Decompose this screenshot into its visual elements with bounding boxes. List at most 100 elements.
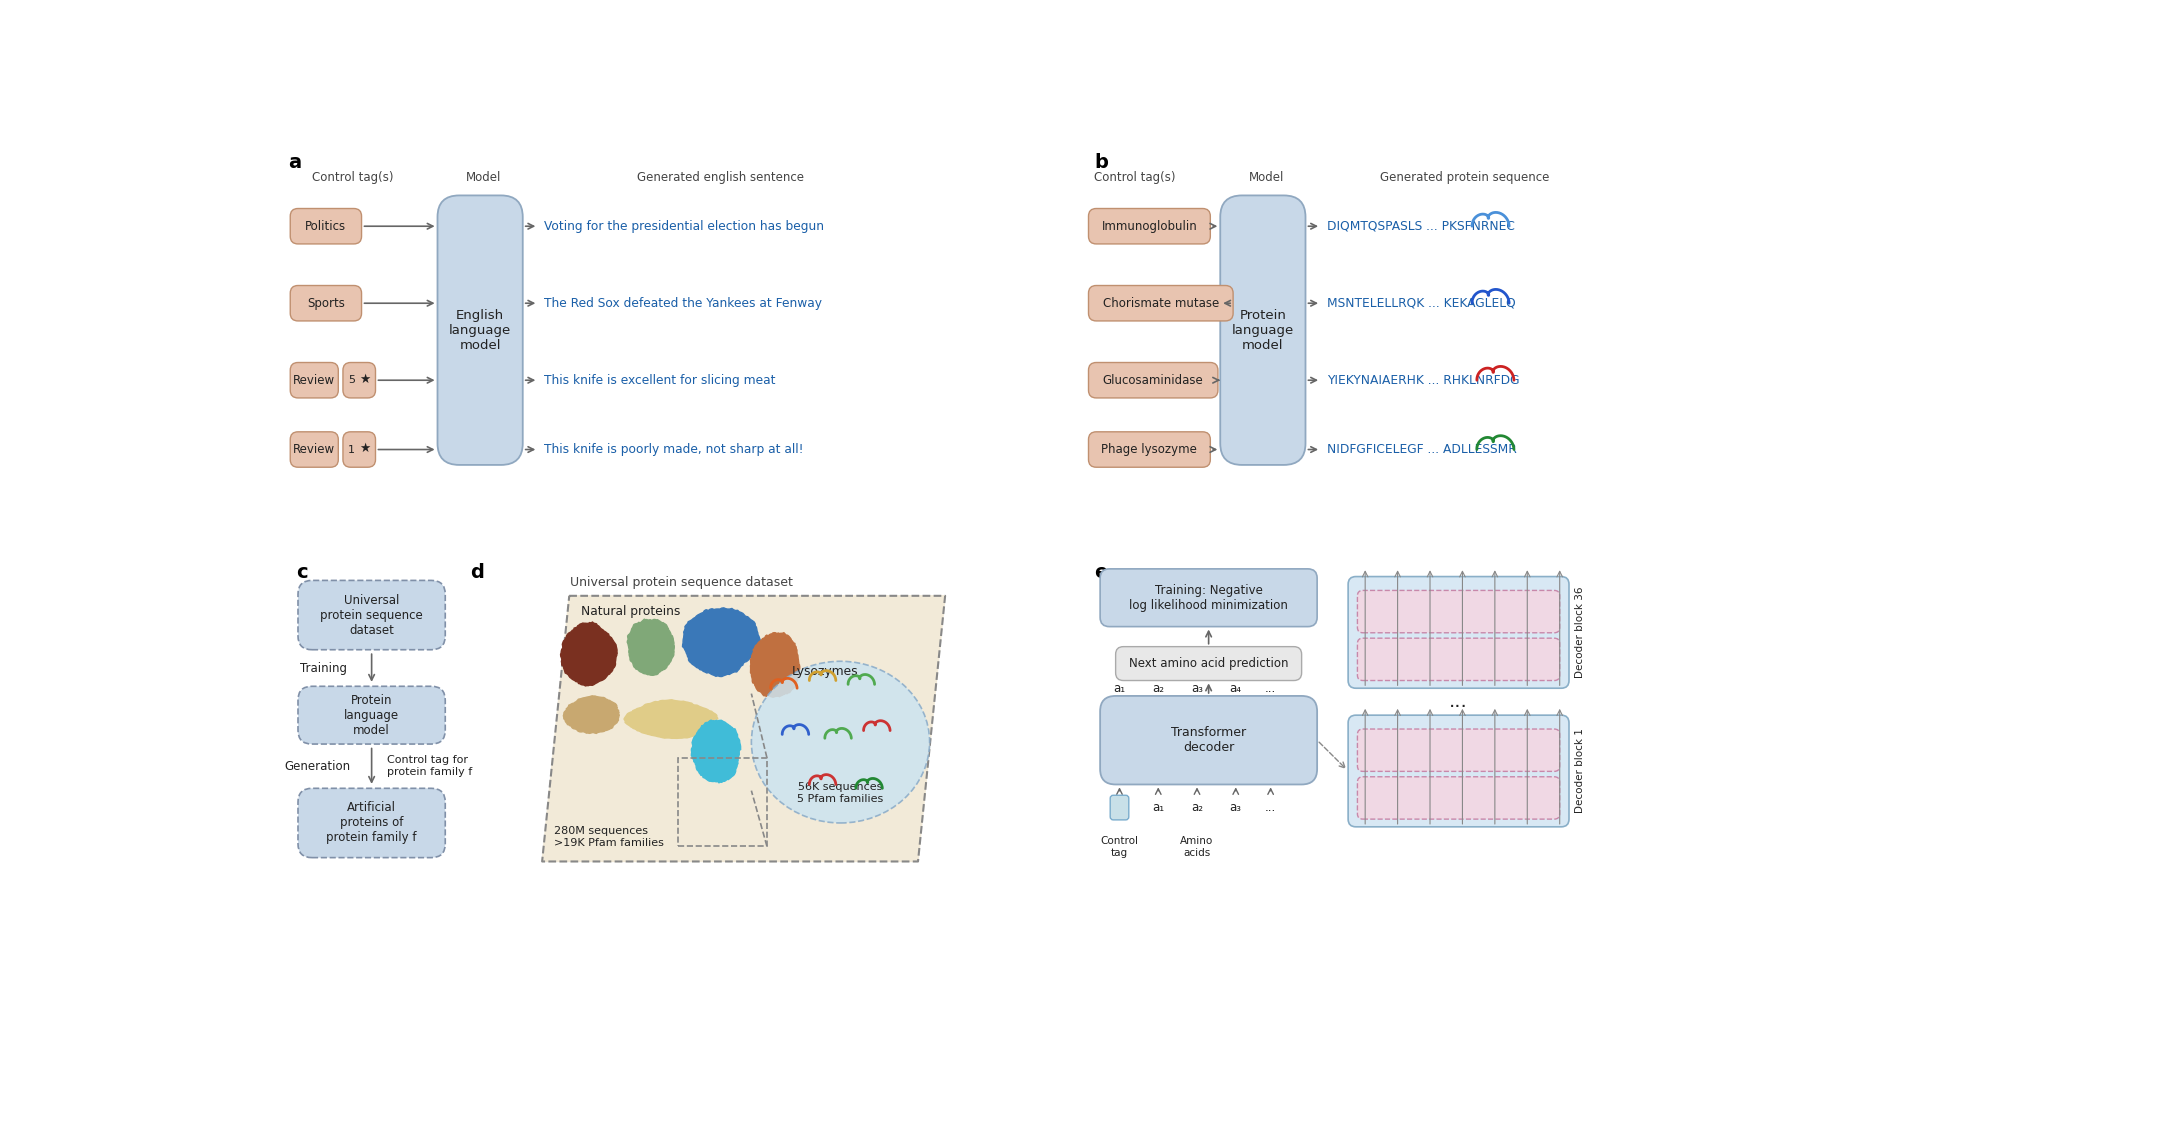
Text: Feed forward block: Feed forward block [1409,607,1508,617]
Text: Multi-head self-attention: Multi-head self-attention [1396,793,1523,803]
Text: Artificial
proteins of
protein family f: Artificial proteins of protein family f [327,802,416,845]
Text: Transformer
decoder: Transformer decoder [1170,726,1246,755]
Text: English
language
model: English language model [449,309,511,352]
Text: a₁: a₁ [1114,681,1125,695]
FancyBboxPatch shape [1357,729,1560,772]
Text: Control tag(s): Control tag(s) [1094,170,1177,184]
Text: c: c [295,564,308,582]
Text: a₃: a₃ [1192,681,1203,695]
Text: Multi-head self-attention: Multi-head self-attention [1396,654,1523,664]
Text: d: d [470,564,483,582]
Polygon shape [542,596,945,862]
Text: Protein
language
model: Protein language model [345,694,399,737]
Text: Generated protein sequence: Generated protein sequence [1380,170,1549,184]
FancyBboxPatch shape [1348,576,1569,688]
Text: Voting for the presidential election has begun: Voting for the presidential election has… [544,220,823,232]
Text: Generated english sentence: Generated english sentence [637,170,804,184]
Text: ★: ★ [360,442,371,456]
Polygon shape [563,696,620,733]
Text: 5: 5 [349,376,355,386]
Polygon shape [750,633,800,697]
Text: ...: ... [1266,801,1276,814]
Text: This knife is excellent for slicing meat: This knife is excellent for slicing meat [544,373,776,387]
FancyBboxPatch shape [290,362,338,398]
Text: Control tag(s): Control tag(s) [312,170,392,184]
Text: Chorismate mutase: Chorismate mutase [1103,297,1218,310]
Text: NIDFGFICELEGF ... ADLLESSMR: NIDFGFICELEGF ... ADLLESSMR [1326,443,1517,456]
Text: 280M sequences
>19K Pfam families: 280M sequences >19K Pfam families [555,826,663,847]
Text: b: b [1094,153,1107,173]
FancyBboxPatch shape [342,432,375,467]
Text: Universal
protein sequence
dataset: Universal protein sequence dataset [321,593,423,636]
Text: Natural proteins: Natural proteins [581,605,680,618]
Text: DIQMTQSPASLS ... PKSFNRNEC: DIQMTQSPASLS ... PKSFNRNEC [1326,220,1515,232]
FancyBboxPatch shape [299,788,444,857]
FancyBboxPatch shape [299,686,444,744]
FancyBboxPatch shape [1088,209,1211,244]
Text: e: e [1094,564,1107,582]
Text: MSNTELELLRQK ... KEKAGLELQ: MSNTELELLRQK ... KEKAGLELQ [1326,297,1517,310]
Text: 56K sequences
5 Pfam families: 56K sequences 5 Pfam families [797,782,884,804]
FancyBboxPatch shape [1357,590,1560,633]
Polygon shape [626,619,674,676]
FancyBboxPatch shape [1348,715,1569,827]
Text: Politics: Politics [306,220,347,232]
Text: a₁: a₁ [1153,801,1164,814]
FancyBboxPatch shape [1116,646,1302,680]
Text: Phage lysozyme: Phage lysozyme [1101,443,1198,456]
Text: Training: Training [299,661,347,675]
Text: Training: Negative
log likelihood minimization: Training: Negative log likelihood minimi… [1129,584,1287,611]
Text: Review: Review [293,443,336,456]
Text: The Red Sox defeated the Yankees at Fenway: The Red Sox defeated the Yankees at Fenw… [544,297,823,310]
Text: Decoder block 1: Decoder block 1 [1575,729,1586,813]
FancyBboxPatch shape [290,209,362,244]
FancyBboxPatch shape [1101,696,1318,784]
FancyBboxPatch shape [1101,569,1318,627]
FancyBboxPatch shape [290,432,338,467]
Text: Next amino acid prediction: Next amino acid prediction [1129,658,1289,670]
Ellipse shape [752,661,930,823]
Text: Protein
language
model: Protein language model [1231,309,1294,352]
Text: Universal protein sequence dataset: Universal protein sequence dataset [570,575,793,589]
Text: ...: ... [1450,693,1467,711]
FancyBboxPatch shape [1088,362,1218,398]
Text: Model: Model [466,170,503,184]
Text: a₂: a₂ [1153,681,1164,695]
Text: a: a [288,153,301,173]
Text: 1: 1 [349,444,355,455]
FancyBboxPatch shape [1220,195,1305,465]
FancyBboxPatch shape [1357,638,1560,680]
FancyBboxPatch shape [290,285,362,321]
Polygon shape [683,608,761,677]
FancyBboxPatch shape [342,362,375,398]
FancyBboxPatch shape [1357,777,1560,819]
Text: Generation: Generation [284,759,351,773]
Text: ★: ★ [360,373,371,386]
Text: Decoder block 36: Decoder block 36 [1575,587,1586,678]
Text: Immunoglobulin: Immunoglobulin [1101,220,1198,232]
Text: c: c [1116,801,1123,814]
FancyBboxPatch shape [299,581,444,650]
Text: Amino
acids: Amino acids [1181,836,1214,857]
Text: a₃: a₃ [1229,801,1242,814]
FancyBboxPatch shape [1088,432,1211,467]
Text: Sports: Sports [308,297,345,310]
FancyBboxPatch shape [438,195,522,465]
Text: ...: ... [1266,681,1276,695]
Text: Glucosaminidase: Glucosaminidase [1103,373,1203,387]
Text: Lysozymes: Lysozymes [791,666,858,678]
Text: a₂: a₂ [1192,801,1203,814]
Polygon shape [691,720,741,783]
Text: Control
tag: Control tag [1101,836,1138,857]
Text: Feed forward block: Feed forward block [1409,746,1508,756]
Text: Control tag for
protein family f: Control tag for protein family f [388,756,472,777]
Text: YIEKYNAIAERHK ... RHKLNRFDG: YIEKYNAIAERHK ... RHKLNRFDG [1326,373,1519,387]
Text: Review: Review [293,373,336,387]
FancyBboxPatch shape [1110,795,1129,820]
Text: Model: Model [1248,170,1285,184]
Polygon shape [624,699,717,739]
FancyBboxPatch shape [1088,285,1233,321]
Polygon shape [561,622,618,686]
Text: a₄: a₄ [1229,681,1242,695]
Text: This knife is poorly made, not sharp at all!: This knife is poorly made, not sharp at … [544,443,804,456]
